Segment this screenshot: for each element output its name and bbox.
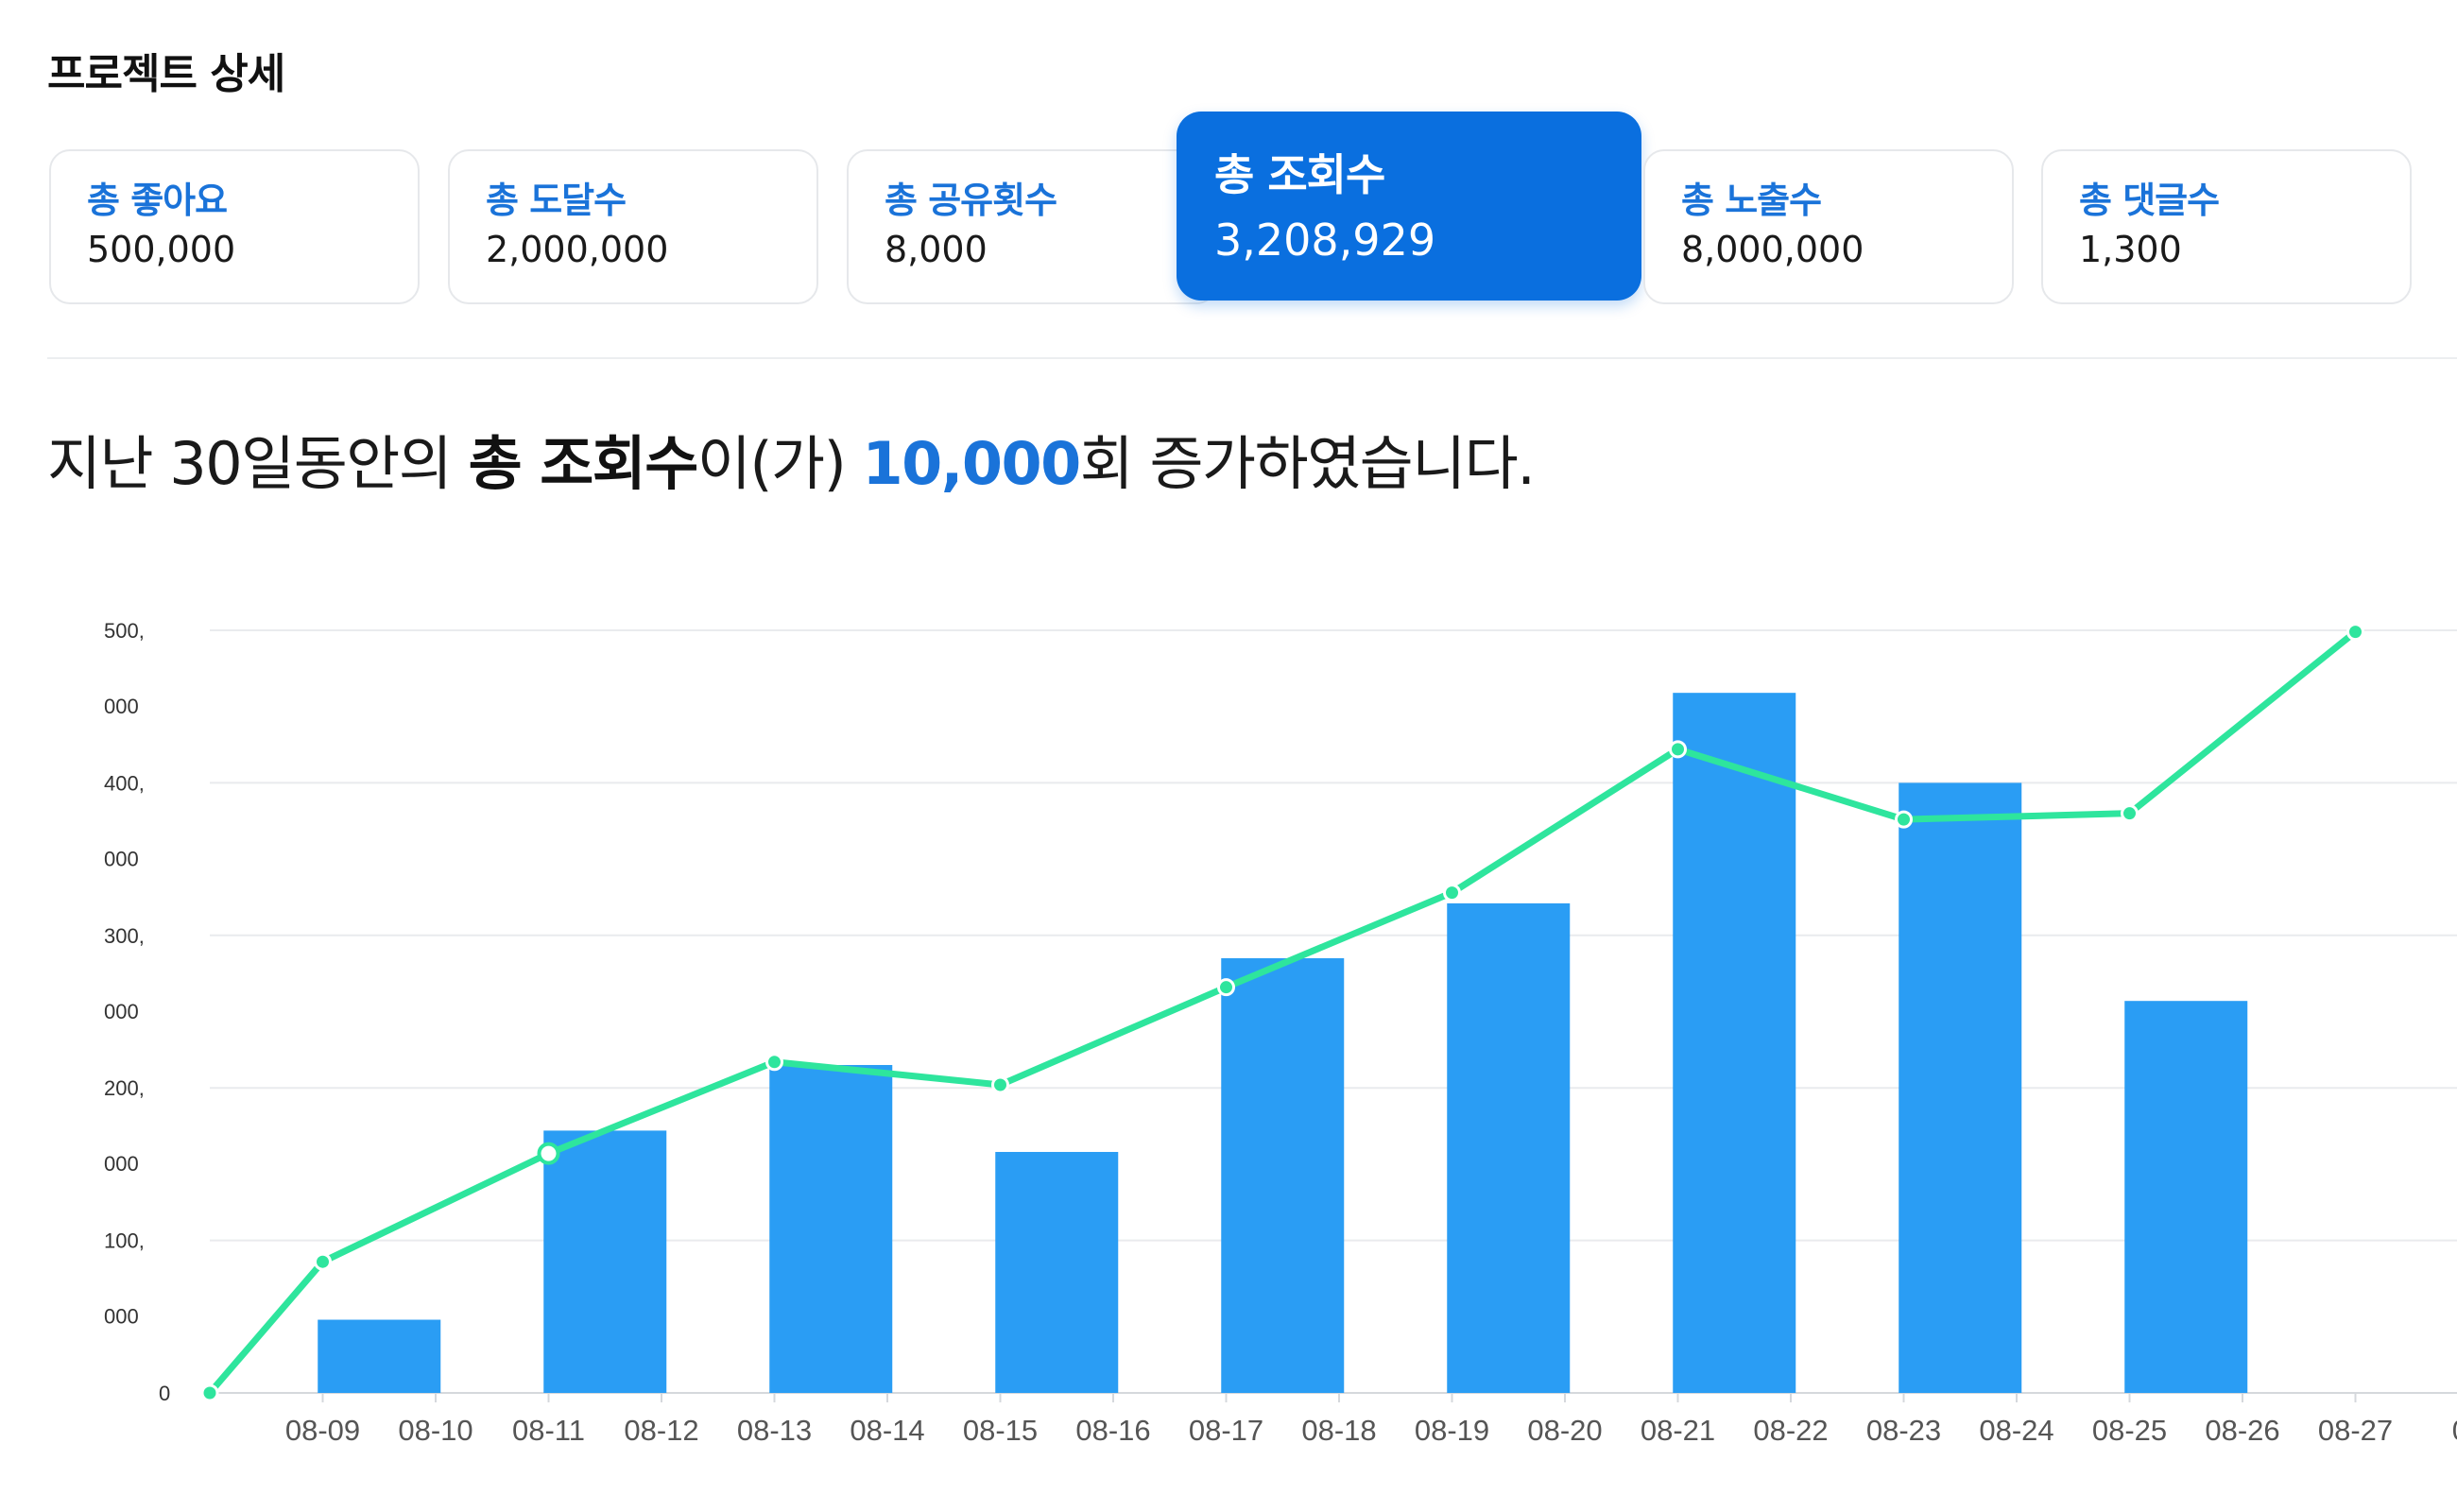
line-point	[1895, 810, 1913, 829]
summary-middle: 이(가)	[696, 429, 863, 498]
y-tick-label-line: 000	[104, 1152, 139, 1176]
metric-card-value: 1,300	[2079, 228, 2182, 270]
y-tick-label: 200, 000	[104, 1076, 145, 1176]
x-tick-label: 08-13	[737, 1414, 812, 1447]
line-point	[2346, 623, 2364, 642]
x-tick-label: 08-15	[963, 1414, 1038, 1447]
bar	[1221, 958, 1345, 1393]
bar	[1447, 902, 1571, 1393]
x-tick-label: 08-18	[1301, 1414, 1376, 1447]
metric-card-label: 총 조회수	[1214, 149, 1385, 200]
bar	[995, 1151, 1119, 1393]
x-tick-label: 08-09	[285, 1414, 360, 1447]
metric-card-label: 총 댓글수	[2079, 180, 2220, 221]
y-tick-label-line: 000	[104, 847, 139, 870]
page-title: 프로젝트 상세	[47, 50, 285, 98]
metric-card-label: 총 도달수	[486, 180, 627, 221]
metric-card[interactable]: 총 댓글수 1,300	[2041, 149, 2412, 304]
x-tick-label: 08-25	[2092, 1414, 2167, 1447]
metric-cards: 총 좋아요 500,000 총 도달수 2,000,000 총 공유횟수 8,000 총 조…	[0, 0, 2457, 321]
chart-svg: 0 100, 000 200, 000 300, 000 400, 000 500, 000 08-0…	[104, 619, 2457, 1447]
y-tick-label-line: 500,	[104, 619, 145, 643]
divider	[47, 357, 2457, 359]
line-point	[1669, 740, 1687, 759]
summary-amount: 10,000	[862, 429, 1081, 498]
y-tick-label-line: 000	[104, 1000, 139, 1023]
metric-card-value: 2,000,000	[486, 228, 669, 270]
y-tick-label: 100, 000	[104, 1229, 145, 1329]
metric-card[interactable]: 총 좋아요 500,000	[49, 149, 420, 304]
x-tick-label: 08	[2452, 1414, 2457, 1447]
x-tick-label: 08-10	[398, 1414, 472, 1447]
bar	[2124, 1001, 2248, 1393]
x-tick-label: 08-21	[1641, 1414, 1715, 1447]
bar	[543, 1130, 667, 1393]
y-tick-label: 400, 000	[104, 771, 145, 870]
line-point	[1443, 884, 1461, 902]
y-tick-label: 300, 000	[104, 924, 145, 1023]
summary-suffix: 회 증가하였습니다.	[1079, 429, 1536, 498]
line-point	[537, 1142, 560, 1165]
summary-prefix: 지난 30일동안의	[47, 429, 469, 498]
y-tick-label: 500, 000	[104, 619, 145, 718]
x-tick-label: 08-14	[850, 1414, 924, 1447]
bar	[1673, 693, 1796, 1393]
metric-card-label: 총 좋아요	[87, 180, 228, 221]
y-tick-label: 0	[159, 1382, 170, 1405]
metric-card-label: 총 공유횟수	[885, 180, 1057, 221]
metric-card-value: 3,208,929	[1214, 215, 1436, 266]
metric-card[interactable]: 총 노출수 8,000,000	[1643, 149, 2014, 304]
summary-sentence: 지난 30일동안의 총 조회수이(가) 10,000회 증가하였습니다.	[47, 416, 1536, 501]
views-chart: 0 100, 000 200, 000 300, 000 400, 000 500, 000 08-0…	[0, 567, 2457, 1512]
x-tick-label: 08-12	[624, 1414, 698, 1447]
line-point	[765, 1053, 783, 1072]
y-tick-label-line: 100,	[104, 1229, 145, 1253]
bar	[769, 1064, 893, 1393]
y-tick-label-line: 000	[104, 1305, 139, 1329]
y-tick-label-line: 400,	[104, 771, 145, 795]
x-tick-label: 08-23	[1866, 1414, 1941, 1447]
line-point	[1217, 978, 1235, 997]
x-tick-label: 08-19	[1415, 1414, 1489, 1447]
line-point	[200, 1383, 219, 1402]
y-tick-label-line: 200,	[104, 1076, 145, 1100]
x-tick-label: 08-22	[1753, 1414, 1828, 1447]
metric-card-value: 500,000	[87, 228, 236, 270]
x-tick-label: 08-20	[1527, 1414, 1602, 1447]
x-tick-label: 08-17	[1189, 1414, 1263, 1447]
metric-card-value: 8,000,000	[1681, 228, 1864, 270]
metric-card-label: 총 노출수	[1681, 180, 1822, 221]
metric-card[interactable]: 총 조회수 3,208,929	[1177, 112, 1641, 301]
metric-card[interactable]: 총 도달수 2,000,000	[448, 149, 818, 304]
y-tick-label-line: 300,	[104, 924, 145, 948]
x-tick-label: 08-26	[2205, 1414, 2279, 1447]
summary-metric: 총 조회수	[468, 429, 699, 498]
x-tick-label: 08-24	[1979, 1414, 2053, 1447]
metric-card-value: 8,000	[885, 228, 988, 270]
x-tick-label: 08-11	[512, 1414, 585, 1447]
x-tick-label: 08-27	[2318, 1414, 2393, 1447]
y-tick-label-line: 0	[159, 1382, 170, 1405]
line-point	[314, 1252, 332, 1271]
bar	[1899, 782, 2022, 1393]
x-tick-label: 08-16	[1075, 1414, 1150, 1447]
line-point	[2121, 804, 2139, 823]
y-tick-label-line: 000	[104, 695, 139, 718]
line-point	[991, 1075, 1009, 1094]
metric-card[interactable]: 총 공유횟수 8,000	[847, 149, 1217, 304]
bar	[318, 1319, 441, 1393]
